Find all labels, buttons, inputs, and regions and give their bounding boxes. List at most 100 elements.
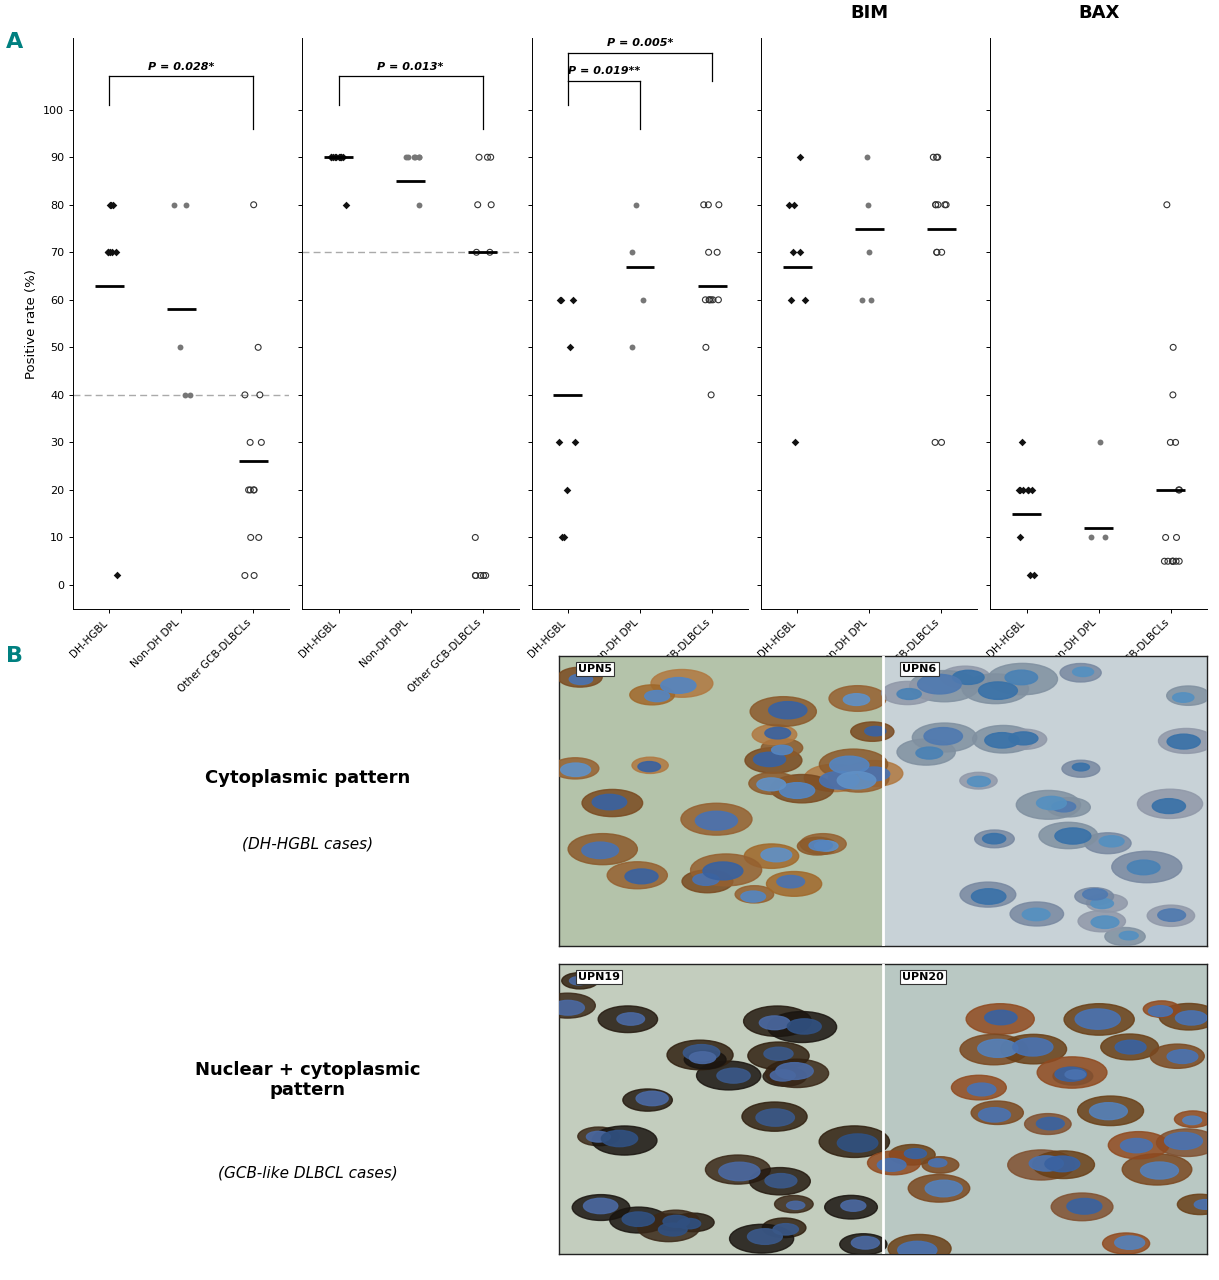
Point [703,289,723,310]
Circle shape [1078,910,1125,932]
Circle shape [719,1162,759,1180]
Circle shape [1123,1153,1192,1185]
Point [106,242,126,262]
Circle shape [569,977,588,984]
Circle shape [909,671,979,701]
Text: UPN20: UPN20 [902,973,944,983]
Circle shape [551,1001,584,1015]
Circle shape [652,1210,700,1231]
Point [244,566,263,586]
Point [563,289,583,310]
Circle shape [825,1196,878,1219]
Point [931,242,951,262]
Point [1160,433,1180,453]
Circle shape [610,1207,668,1233]
Point [550,433,569,453]
Circle shape [1114,1236,1145,1249]
Circle shape [1023,909,1050,920]
Point [325,147,345,168]
Circle shape [1137,790,1203,818]
Point [780,195,800,215]
Point [795,289,814,310]
Circle shape [1173,692,1193,703]
Point [474,566,494,586]
Circle shape [925,1180,962,1197]
Circle shape [985,1010,1017,1025]
Circle shape [748,772,798,795]
Circle shape [837,772,875,788]
Point [471,566,490,586]
Point [1022,480,1041,500]
Circle shape [837,1134,878,1152]
Circle shape [1075,888,1114,905]
Circle shape [1009,732,1037,745]
Text: Nuclear + cytoplasmic
pattern: Nuclear + cytoplasmic pattern [195,1061,421,1100]
Circle shape [773,1224,798,1235]
Circle shape [897,689,922,699]
Point [790,147,809,168]
Point [240,480,260,500]
Point [336,195,356,215]
Text: B: B [6,646,23,667]
Circle shape [1175,1011,1207,1025]
Circle shape [663,1215,690,1228]
Circle shape [1001,1034,1067,1064]
Circle shape [967,1004,1034,1034]
Circle shape [678,1219,701,1229]
Point [171,337,190,357]
Point [250,384,269,404]
Circle shape [1002,730,1047,749]
Circle shape [851,722,894,741]
Circle shape [1082,888,1108,900]
Point [926,195,946,215]
Point [399,147,418,168]
Point [1090,433,1109,453]
Point [1020,566,1040,586]
Point [176,384,195,404]
Circle shape [983,833,1006,844]
Circle shape [1143,1001,1180,1018]
Circle shape [918,675,962,694]
Point [694,195,713,215]
Circle shape [929,1158,947,1167]
Circle shape [696,1061,761,1091]
Circle shape [1036,1117,1064,1130]
Point [557,480,577,500]
Circle shape [924,727,963,745]
Circle shape [1120,1138,1152,1153]
Circle shape [756,1108,795,1126]
Circle shape [1164,1133,1202,1149]
Circle shape [881,681,934,704]
Point [1167,550,1186,571]
Point [1165,433,1185,453]
Circle shape [1151,1044,1204,1069]
Point [709,195,729,215]
Circle shape [868,1151,920,1175]
Point [408,147,428,168]
Point [482,147,501,168]
Point [100,195,119,215]
Circle shape [975,829,1014,847]
Circle shape [1078,1096,1143,1125]
Circle shape [584,1198,618,1213]
Point [1167,527,1186,548]
Point [785,195,805,215]
Circle shape [912,723,976,751]
Circle shape [829,765,889,792]
Point [251,433,271,453]
Point [410,195,429,215]
Circle shape [979,682,1018,699]
Circle shape [1167,686,1209,705]
Point [98,242,117,262]
Point [410,147,429,168]
Circle shape [777,876,805,888]
Circle shape [844,694,869,705]
Circle shape [1065,1070,1085,1079]
Point [700,289,719,310]
Circle shape [690,854,762,886]
Point [1009,480,1029,500]
Point [859,242,879,262]
Circle shape [631,758,668,773]
Point [1013,433,1032,453]
Point [924,147,944,168]
